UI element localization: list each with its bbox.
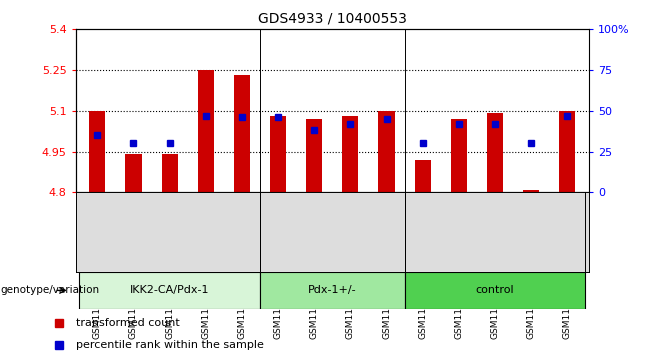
- Bar: [260, 272, 405, 309]
- Bar: [342, 116, 359, 192]
- Bar: [126, 154, 141, 192]
- Bar: [415, 160, 431, 192]
- Bar: [405, 272, 586, 309]
- Bar: [306, 119, 322, 192]
- Text: control: control: [476, 285, 515, 295]
- Bar: [559, 111, 575, 192]
- Bar: [161, 154, 178, 192]
- Text: IKK2-CA/Pdx-1: IKK2-CA/Pdx-1: [130, 285, 209, 295]
- Text: transformed count: transformed count: [76, 318, 180, 328]
- Bar: [79, 272, 260, 309]
- Bar: [487, 114, 503, 192]
- Bar: [378, 111, 395, 192]
- Text: percentile rank within the sample: percentile rank within the sample: [76, 340, 264, 350]
- Title: GDS4933 / 10400553: GDS4933 / 10400553: [258, 11, 407, 25]
- Bar: [234, 76, 250, 192]
- Bar: [270, 116, 286, 192]
- Text: Pdx-1+/-: Pdx-1+/-: [308, 285, 357, 295]
- Bar: [197, 70, 214, 192]
- Text: genotype/variation: genotype/variation: [1, 285, 100, 295]
- Bar: [89, 111, 105, 192]
- Bar: [451, 119, 467, 192]
- Bar: [523, 190, 539, 192]
